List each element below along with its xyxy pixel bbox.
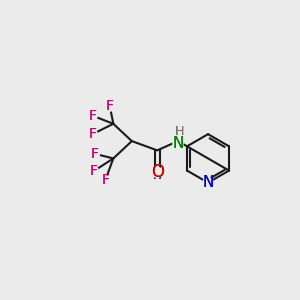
Text: H: H — [175, 125, 184, 138]
Text: N: N — [172, 136, 184, 151]
Text: H: H — [175, 125, 184, 138]
Text: F: F — [88, 109, 97, 123]
Circle shape — [89, 167, 98, 176]
Text: F: F — [88, 109, 97, 123]
Circle shape — [88, 111, 97, 120]
Text: F: F — [88, 127, 97, 141]
Text: F: F — [101, 173, 109, 188]
Circle shape — [90, 149, 100, 158]
Text: F: F — [88, 127, 97, 141]
Text: N: N — [172, 136, 184, 151]
Text: F: F — [106, 100, 114, 113]
Text: N: N — [202, 175, 214, 190]
Text: F: F — [91, 147, 99, 161]
Text: F: F — [91, 147, 99, 161]
Text: F: F — [106, 100, 114, 113]
Text: F: F — [90, 164, 98, 178]
Text: F: F — [90, 164, 98, 178]
Circle shape — [88, 130, 97, 139]
Text: N: N — [202, 175, 214, 190]
Text: O: O — [151, 163, 164, 181]
Text: O: O — [151, 163, 164, 181]
Circle shape — [152, 167, 162, 177]
Circle shape — [100, 176, 110, 185]
Text: F: F — [101, 173, 109, 188]
Circle shape — [173, 138, 183, 148]
Circle shape — [105, 102, 115, 111]
Circle shape — [203, 178, 213, 188]
